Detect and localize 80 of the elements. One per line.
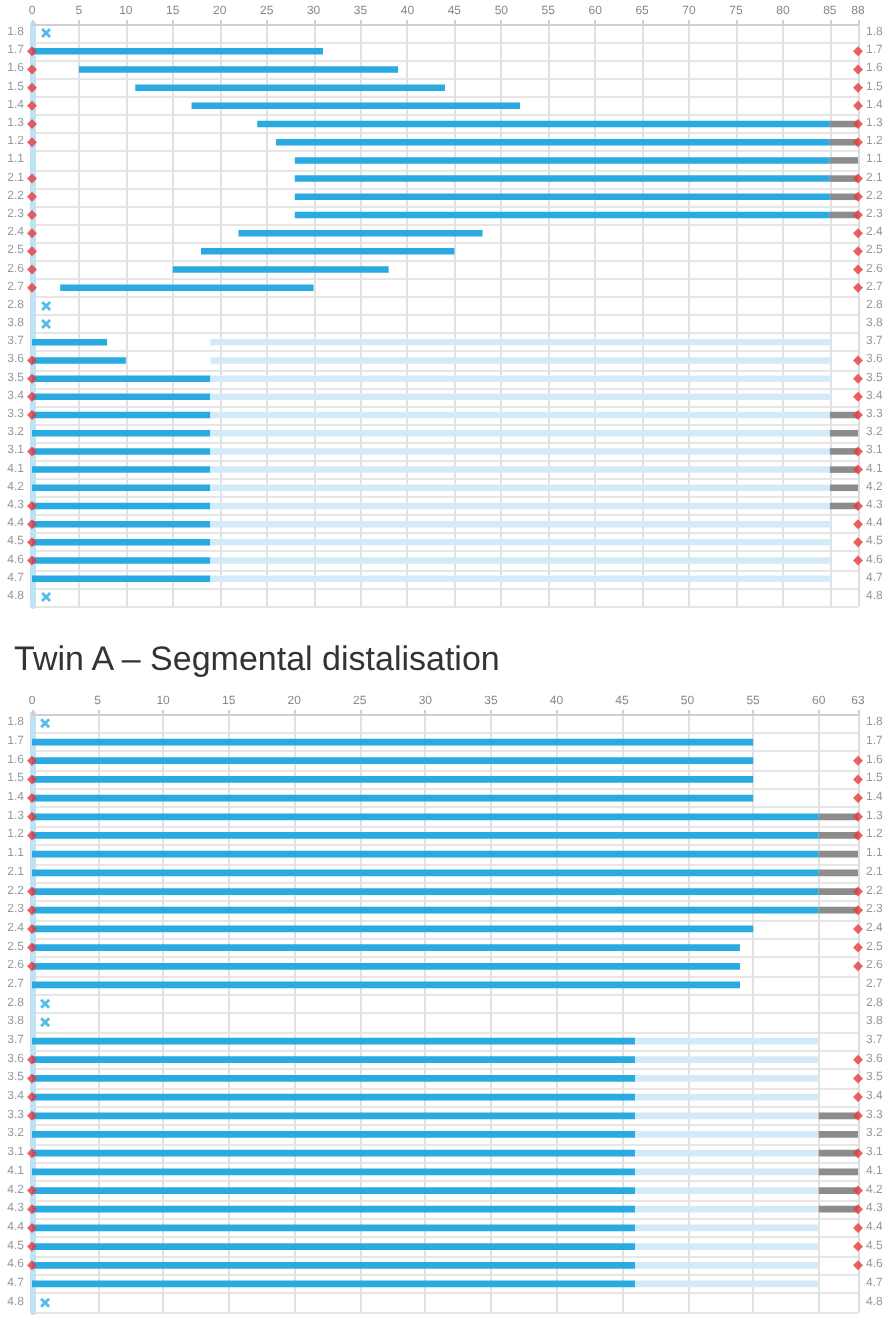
bar xyxy=(60,284,314,291)
bar xyxy=(818,1112,858,1120)
bar xyxy=(818,888,858,895)
bar xyxy=(210,539,830,546)
bar xyxy=(32,757,754,765)
bar xyxy=(32,1205,636,1213)
bar xyxy=(32,1149,636,1157)
bar xyxy=(818,1205,858,1213)
bar xyxy=(257,120,830,128)
bar xyxy=(210,448,830,455)
bar xyxy=(635,1243,819,1250)
bar xyxy=(635,1168,819,1176)
bar xyxy=(200,248,455,255)
bar xyxy=(210,339,830,346)
bar xyxy=(32,484,211,492)
bar xyxy=(32,850,819,858)
bar xyxy=(818,1187,858,1194)
bar xyxy=(172,266,389,273)
bar xyxy=(210,502,830,510)
bar xyxy=(32,339,108,346)
bar xyxy=(32,813,819,821)
bar xyxy=(191,102,521,110)
bar xyxy=(32,1187,636,1194)
bar xyxy=(32,575,211,582)
bar xyxy=(210,520,830,528)
bar xyxy=(32,906,819,914)
bar xyxy=(32,1075,636,1082)
bar xyxy=(210,484,830,492)
bar xyxy=(32,357,126,364)
bar xyxy=(32,869,819,877)
bar xyxy=(32,411,211,419)
bar xyxy=(32,776,754,783)
bar xyxy=(210,357,830,364)
bar xyxy=(32,832,819,839)
bar xyxy=(818,1131,858,1138)
bar xyxy=(32,539,211,546)
bar xyxy=(32,1112,636,1120)
bar xyxy=(294,175,830,182)
bar xyxy=(78,66,399,73)
bar xyxy=(32,48,323,55)
bar xyxy=(818,869,858,877)
bar xyxy=(294,211,830,219)
bar xyxy=(32,448,211,455)
bar xyxy=(829,157,858,164)
bar xyxy=(32,502,211,510)
text: Twin A – Segmental distalisation xyxy=(14,640,500,678)
bar xyxy=(635,1131,819,1138)
bar xyxy=(818,1149,858,1157)
bar xyxy=(818,906,858,914)
bar xyxy=(32,393,211,401)
bar xyxy=(635,1075,819,1082)
bar xyxy=(238,229,483,237)
bar xyxy=(32,466,211,473)
bar xyxy=(829,484,858,492)
bar xyxy=(294,193,830,201)
bar xyxy=(32,429,211,437)
bar xyxy=(32,1168,636,1176)
bar xyxy=(210,466,830,473)
bar xyxy=(829,429,858,437)
bar xyxy=(635,1056,819,1064)
bar xyxy=(32,944,740,951)
bar xyxy=(276,138,830,146)
bar xyxy=(32,1243,636,1250)
bar xyxy=(32,557,211,564)
bar xyxy=(818,832,858,839)
bar xyxy=(210,557,830,564)
bar xyxy=(635,1187,819,1194)
bar xyxy=(32,962,740,970)
bar xyxy=(32,888,819,895)
bar xyxy=(32,1261,636,1269)
bar xyxy=(818,1168,858,1176)
bar xyxy=(635,1112,819,1120)
bar xyxy=(32,520,211,528)
bar xyxy=(32,1056,636,1064)
bar xyxy=(294,157,830,164)
bar xyxy=(135,84,445,91)
bar xyxy=(32,1131,636,1138)
bar xyxy=(818,813,858,821)
bar xyxy=(32,375,211,382)
bar xyxy=(818,850,858,858)
